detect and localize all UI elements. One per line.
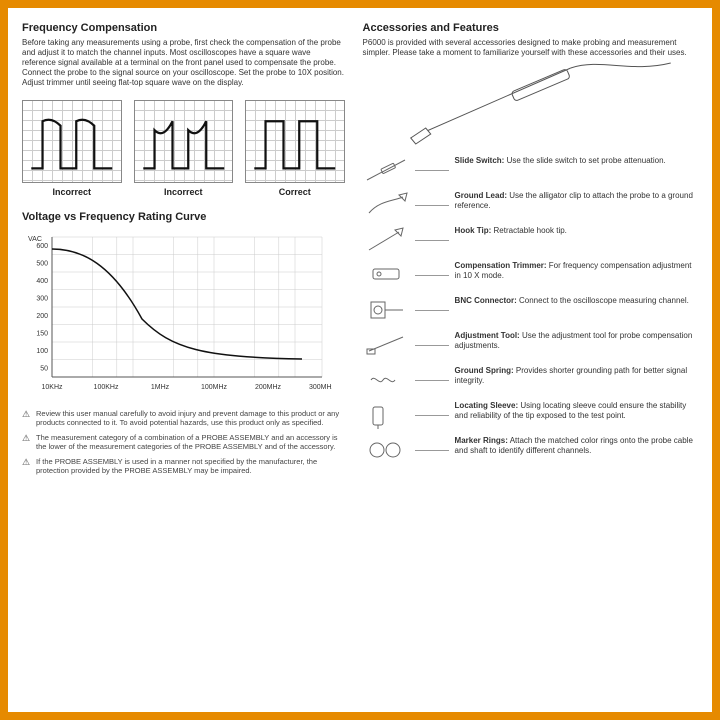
svg-text:500: 500 bbox=[36, 260, 48, 267]
warning-icon: ⚠ bbox=[22, 433, 32, 451]
accessories-body: P6000 is provided with several accessori… bbox=[363, 38, 698, 58]
accessory-text: Adjustment Tool: Use the adjustment tool… bbox=[455, 331, 698, 351]
callout-line bbox=[415, 380, 449, 381]
callout-line bbox=[415, 240, 449, 241]
waveform-0: Incorrect bbox=[22, 100, 122, 197]
accessory-marker-rings: Marker Rings: Attach the matched color r… bbox=[363, 436, 698, 464]
waveform-label: Incorrect bbox=[22, 187, 122, 197]
accessory-text: BNC Connector: Connect to the oscillosco… bbox=[455, 296, 698, 306]
warning-icon: ⚠ bbox=[22, 409, 32, 427]
accessory-text: Marker Rings: Attach the matched color r… bbox=[455, 436, 698, 456]
accessory-text: Compensation Trimmer: For frequency comp… bbox=[455, 261, 698, 281]
freq-comp-body: Before taking any measurements using a p… bbox=[22, 38, 345, 88]
accessory-icon bbox=[363, 401, 409, 429]
accessory-icon bbox=[363, 296, 409, 324]
note-0: ⚠Review this user manual carefully to av… bbox=[22, 409, 345, 427]
accessory-text: Hook Tip: Retractable hook tip. bbox=[455, 226, 698, 236]
svg-text:100: 100 bbox=[36, 348, 48, 355]
waveform-1: Incorrect bbox=[134, 100, 234, 197]
accessories-title: Accessories and Features bbox=[363, 22, 698, 34]
safety-notes: ⚠Review this user manual carefully to av… bbox=[22, 409, 345, 475]
svg-text:10KHz: 10KHz bbox=[41, 384, 63, 391]
note-text: The measurement category of a combinatio… bbox=[36, 433, 345, 451]
note-1: ⚠The measurement category of a combinati… bbox=[22, 433, 345, 451]
svg-text:300MHz: 300MHz bbox=[309, 384, 332, 391]
accessory-icon bbox=[363, 191, 409, 219]
chart-title: Voltage vs Frequency Rating Curve bbox=[22, 211, 345, 223]
accessory-icon bbox=[363, 261, 409, 289]
accessory-icon bbox=[363, 156, 409, 184]
waveform-2: Correct bbox=[245, 100, 345, 197]
callout-line bbox=[415, 310, 449, 311]
accessory-text: Ground Lead: Use the alligator clip to a… bbox=[455, 191, 698, 211]
waveform-label: Incorrect bbox=[134, 187, 234, 197]
accessory-compensation-trimmer: Compensation Trimmer: For frequency comp… bbox=[363, 261, 698, 289]
callout-line bbox=[415, 450, 449, 451]
callout-line bbox=[415, 415, 449, 416]
note-2: ⚠If the PROBE ASSEMBLY is used in a mann… bbox=[22, 457, 345, 475]
waveform-label: Correct bbox=[245, 187, 345, 197]
svg-text:50: 50 bbox=[40, 365, 48, 372]
warning-icon: ⚠ bbox=[22, 457, 32, 475]
svg-text:400: 400 bbox=[36, 278, 48, 285]
note-text: Review this user manual carefully to avo… bbox=[36, 409, 345, 427]
svg-text:200MHz: 200MHz bbox=[255, 384, 282, 391]
callout-line bbox=[415, 205, 449, 206]
svg-text:100KHz: 100KHz bbox=[94, 384, 119, 391]
accessory-bnc-connector: BNC Connector: Connect to the oscillosco… bbox=[363, 296, 698, 324]
note-text: If the PROBE ASSEMBLY is used in a manne… bbox=[36, 457, 345, 475]
probe-illustration bbox=[363, 58, 698, 148]
accessory-ground-spring: Ground Spring: Provides shorter groundin… bbox=[363, 366, 698, 394]
callout-line bbox=[415, 275, 449, 276]
accessory-icon bbox=[363, 226, 409, 254]
voltage-freq-chart: 600 500 400 300 200 150 100 50 VAC 10KHz 100KHz 1MH… bbox=[22, 229, 332, 399]
svg-text:VAC: VAC bbox=[28, 236, 42, 243]
svg-text:1MHz: 1MHz bbox=[151, 384, 170, 391]
accessory-text: Slide Switch: Use the slide switch to se… bbox=[455, 156, 698, 166]
accessory-locating-sleeve: Locating Sleeve: Using locating sleeve c… bbox=[363, 401, 698, 429]
accessory-hook-tip: Hook Tip: Retractable hook tip. bbox=[363, 226, 698, 254]
accessory-ground-lead: Ground Lead: Use the alligator clip to a… bbox=[363, 191, 698, 219]
accessory-slide-switch: Slide Switch: Use the slide switch to se… bbox=[363, 156, 698, 184]
accessory-text: Ground Spring: Provides shorter groundin… bbox=[455, 366, 698, 386]
svg-text:200: 200 bbox=[36, 313, 48, 320]
accessory-icon bbox=[363, 366, 409, 394]
accessory-adjustment-tool: Adjustment Tool: Use the adjustment tool… bbox=[363, 331, 698, 359]
freq-comp-title: Frequency Compensation bbox=[22, 22, 345, 34]
callout-line bbox=[415, 345, 449, 346]
accessories-list: Slide Switch: Use the slide switch to se… bbox=[363, 156, 698, 464]
accessory-text: Locating Sleeve: Using locating sleeve c… bbox=[455, 401, 698, 421]
svg-text:100MHz: 100MHz bbox=[201, 384, 228, 391]
svg-text:150: 150 bbox=[36, 330, 48, 337]
svg-text:600: 600 bbox=[36, 243, 48, 250]
svg-text:300: 300 bbox=[36, 295, 48, 302]
waveform-row: Incorrect Incorrect Correct bbox=[22, 100, 345, 197]
accessory-icon bbox=[363, 331, 409, 359]
accessory-icon bbox=[363, 436, 409, 464]
callout-line bbox=[415, 170, 449, 171]
